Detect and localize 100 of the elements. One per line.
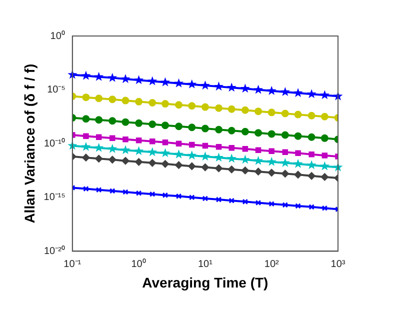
point (268, 168, 276, 176)
point (189, 194, 195, 200)
point (306, 160, 316, 170)
y-axis-title: Allan Variance of (δ f / f) (21, 64, 38, 224)
point (122, 96, 130, 104)
point (308, 133, 316, 141)
point (201, 103, 209, 111)
point (82, 154, 90, 162)
point (241, 106, 249, 114)
point (108, 96, 116, 104)
point (176, 140, 182, 146)
x-tick-label: 10³ (330, 258, 346, 270)
point (228, 166, 236, 174)
point (294, 170, 302, 178)
point (110, 188, 116, 194)
point (162, 192, 168, 198)
point (136, 190, 142, 196)
point (280, 158, 290, 167)
x-tick-label: 10¹ (198, 258, 214, 270)
point (294, 110, 302, 118)
point (175, 122, 183, 130)
point (202, 196, 208, 202)
point (189, 142, 195, 148)
point (81, 70, 91, 80)
point (266, 86, 276, 95)
point (187, 150, 197, 160)
point (110, 135, 116, 142)
point (268, 148, 274, 154)
point (187, 79, 197, 88)
point (134, 75, 144, 84)
point (215, 104, 223, 112)
point (161, 160, 169, 168)
point (188, 162, 196, 170)
y-tick-label: 10⁰ (50, 30, 66, 42)
y-tick-label: 10⁻¹⁰ (44, 137, 66, 150)
point (201, 124, 209, 132)
point (215, 164, 223, 172)
point (228, 126, 236, 134)
point (214, 82, 224, 91)
point (200, 152, 210, 161)
point (94, 142, 104, 152)
point (320, 161, 330, 170)
point (254, 156, 264, 165)
y-tick-label: 10⁻⁵ (47, 84, 66, 96)
point (120, 145, 130, 154)
point (228, 145, 234, 151)
x-axis-title: Averaging Time (T) (142, 274, 268, 290)
point (148, 120, 156, 128)
point (135, 98, 143, 106)
point (135, 158, 143, 166)
point (254, 129, 262, 137)
point (308, 112, 316, 120)
point (95, 94, 103, 102)
point (216, 144, 222, 150)
point (83, 186, 89, 192)
point (266, 156, 276, 166)
point (175, 101, 183, 109)
point (320, 112, 328, 120)
point (282, 149, 288, 156)
point (320, 90, 330, 100)
point (200, 80, 210, 90)
point (308, 172, 316, 180)
point (241, 128, 249, 136)
point (174, 78, 184, 88)
x-tick-label: 10² (264, 258, 280, 270)
point (188, 124, 196, 132)
point (216, 196, 222, 202)
point (148, 159, 156, 167)
point (161, 122, 169, 130)
point (134, 146, 144, 156)
point (176, 193, 182, 200)
point (228, 105, 236, 113)
point (255, 200, 262, 206)
point (242, 146, 248, 152)
point (293, 158, 303, 168)
point (122, 136, 128, 142)
y-tick-label: 10⁻¹⁵ (44, 192, 66, 204)
point (108, 117, 116, 125)
point (255, 147, 262, 153)
point (148, 147, 158, 156)
point (122, 189, 128, 195)
point (295, 203, 301, 209)
point (240, 154, 250, 164)
point (95, 154, 103, 162)
point (95, 116, 103, 124)
point (281, 170, 289, 178)
point (122, 157, 130, 165)
point (281, 110, 289, 118)
point (254, 84, 264, 94)
point (160, 77, 170, 86)
point (161, 100, 169, 108)
point (226, 82, 236, 92)
point (201, 164, 209, 172)
point (202, 142, 208, 149)
point (228, 198, 234, 204)
point (149, 138, 156, 144)
point (148, 98, 156, 106)
point (96, 187, 102, 193)
point (214, 152, 224, 162)
point (96, 134, 102, 140)
